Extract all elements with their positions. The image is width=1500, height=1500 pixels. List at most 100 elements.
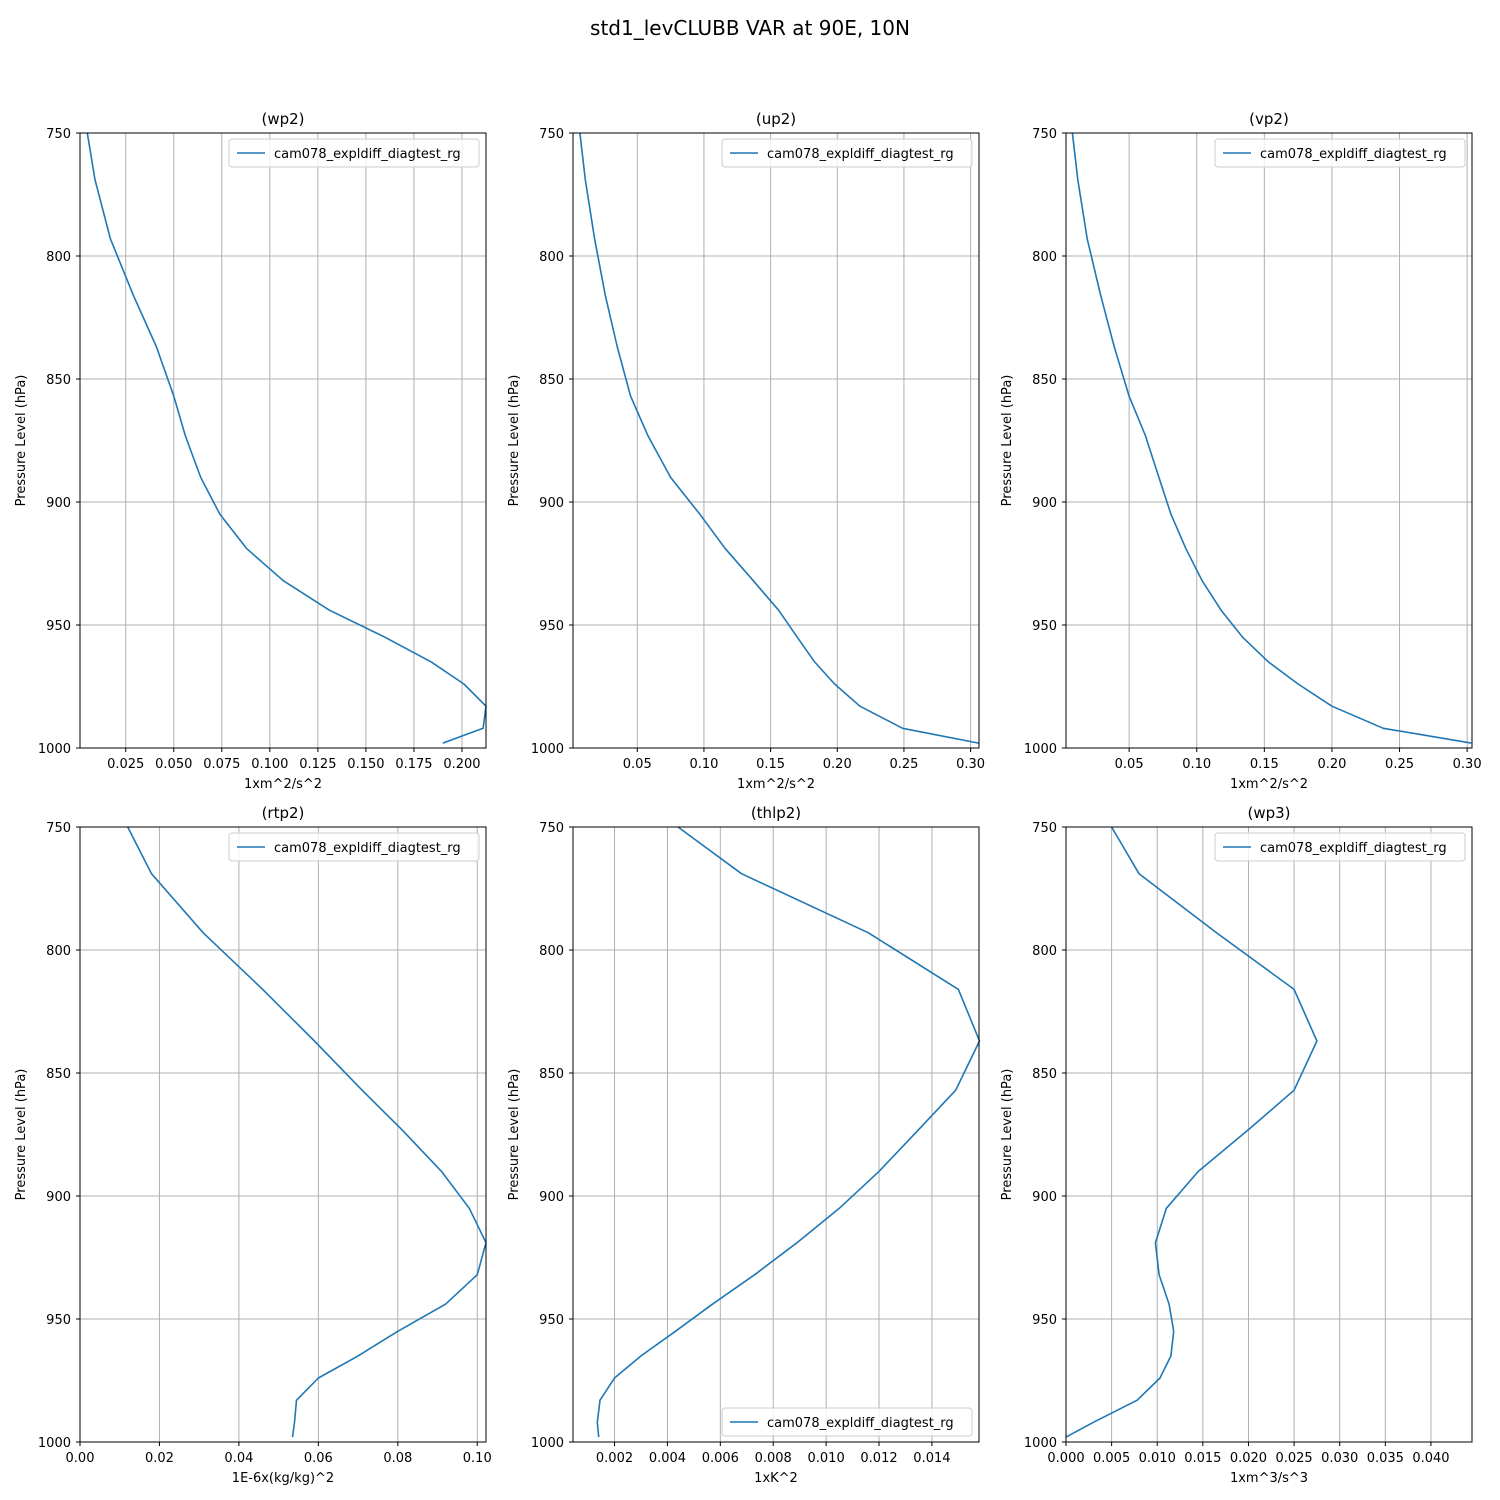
- x-axis-label: 1xK^2: [754, 1471, 798, 1486]
- x-tick-label: 0.015: [1184, 1451, 1221, 1466]
- x-axis-label: 1xm^2/s^2: [1230, 777, 1308, 792]
- x-tick-label: 0.002: [596, 1451, 633, 1466]
- y-tick-label: 900: [539, 496, 564, 511]
- y-tick-label: 900: [1032, 496, 1057, 511]
- x-tick-label: 0.04: [224, 1451, 253, 1466]
- x-tick-label: 0.014: [913, 1451, 950, 1466]
- y-tick-label: 800: [539, 944, 564, 959]
- y-tick-label: 800: [539, 250, 564, 265]
- x-tick-label: 0.025: [1275, 1451, 1312, 1466]
- legend-label: cam078_expldiff_diagtest_rg: [274, 841, 461, 856]
- axes-frame: [1065, 132, 1473, 749]
- series-line-1: [579, 132, 979, 744]
- x-tick-label: 0.000: [1047, 1451, 1084, 1466]
- y-axis-label: Pressure Level (hPa): [507, 1069, 522, 1201]
- y-tick-label: 850: [1032, 373, 1057, 388]
- y-axis-label: Pressure Level (hPa): [1000, 1069, 1015, 1201]
- subplot-title: (wp2): [261, 110, 304, 128]
- x-tick-label: 0.175: [395, 757, 432, 772]
- x-tick-label: 0.005: [1093, 1451, 1130, 1466]
- x-tick-label: 0.004: [649, 1451, 686, 1466]
- y-tick-label: 750: [46, 821, 71, 836]
- subplot-5: 0.002 0.004 0.006 0.008 0.010 0.012 0.014 750 80…: [507, 804, 981, 1486]
- x-tick-label: 0.006: [702, 1451, 739, 1466]
- subplot-title: (rtp2): [262, 804, 305, 822]
- legend: cam078_expldiff_diagtest_rg: [228, 832, 480, 862]
- y-axis-label: Pressure Level (hPa): [507, 375, 522, 507]
- x-tick-label: 0.200: [443, 757, 480, 772]
- y-tick-label: 800: [1032, 944, 1057, 959]
- legend-label: cam078_expldiff_diagtest_rg: [767, 1416, 954, 1431]
- y-tick-label: 850: [46, 1067, 71, 1082]
- x-tick-label: 0.010: [808, 1451, 845, 1466]
- axes-frame: [79, 132, 487, 749]
- series-line-1: [1065, 826, 1318, 1438]
- y-tick-label: 850: [1032, 1067, 1057, 1082]
- x-tick-label: 0.010: [1139, 1451, 1176, 1466]
- x-tick-label: 0.25: [889, 757, 918, 772]
- subplot-title: (up2): [756, 110, 796, 128]
- x-tick-label: 0.035: [1367, 1451, 1404, 1466]
- y-tick-label: 900: [46, 496, 71, 511]
- legend-label: cam078_expldiff_diagtest_rg: [1260, 147, 1447, 162]
- y-tick-label: 1000: [1024, 742, 1057, 757]
- x-tick-label: 0.125: [299, 757, 336, 772]
- legend: cam078_expldiff_diagtest_rg: [228, 138, 480, 168]
- x-axis-label: 1xm^2/s^2: [244, 777, 322, 792]
- y-tick-label: 950: [539, 619, 564, 634]
- y-tick-label: 850: [539, 1067, 564, 1082]
- y-tick-label: 900: [1032, 1190, 1057, 1205]
- y-tick-label: 750: [539, 821, 564, 836]
- x-tick-label: 0.05: [1115, 757, 1144, 772]
- subplot-3: 0.05 0.10 0.15 0.20 0.25 0.30 750 800 850 900 950 1…: [1000, 110, 1482, 792]
- legend-label: cam078_expldiff_diagtest_rg: [1260, 841, 1447, 856]
- series-line-1: [1071, 132, 1472, 744]
- x-tick-label: 0.05: [623, 757, 652, 772]
- series-line-1: [86, 132, 487, 744]
- y-tick-label: 950: [46, 1313, 71, 1328]
- legend-box: [1214, 138, 1466, 168]
- legend-box: [721, 1407, 973, 1437]
- legend: cam078_expldiff_diagtest_rg: [1214, 832, 1466, 862]
- x-tick-label: 0.10: [1182, 757, 1211, 772]
- subplot-title: (vp2): [1249, 110, 1289, 128]
- x-tick-label: 0.25: [1385, 757, 1414, 772]
- y-tick-label: 950: [1032, 1313, 1057, 1328]
- legend: cam078_expldiff_diagtest_rg: [721, 138, 973, 168]
- y-tick-label: 950: [539, 1313, 564, 1328]
- x-tick-label: 0.06: [304, 1451, 333, 1466]
- axes-frame: [572, 132, 980, 749]
- legend-label: cam078_expldiff_diagtest_rg: [274, 147, 461, 162]
- legend-label: cam078_expldiff_diagtest_rg: [767, 147, 954, 162]
- subplot-1: 0.025 0.050 0.075 0.100 0.125 0.150 0.175 0.200…: [14, 110, 487, 792]
- subplot-2: 0.05 0.10 0.15 0.20 0.25 0.30 750 800 850 900 950 1…: [507, 110, 985, 792]
- legend-box: [1214, 832, 1466, 862]
- y-tick-label: 800: [1032, 250, 1057, 265]
- y-tick-label: 900: [46, 1190, 71, 1205]
- y-tick-label: 750: [1032, 127, 1057, 142]
- legend: cam078_expldiff_diagtest_rg: [721, 1407, 973, 1437]
- x-tick-label: 0.10: [689, 757, 718, 772]
- x-tick-label: 0.012: [860, 1451, 897, 1466]
- x-tick-label: 0.040: [1412, 1451, 1449, 1466]
- y-axis-label: Pressure Level (hPa): [14, 375, 29, 507]
- y-axis-label: Pressure Level (hPa): [14, 1069, 29, 1201]
- y-tick-label: 800: [46, 944, 71, 959]
- subplot-6: 0.000 0.005 0.010 0.015 0.020 0.025 0.030 0.035…: [1000, 804, 1473, 1486]
- legend: cam078_expldiff_diagtest_rg: [1214, 138, 1466, 168]
- subplot-title: (thlp2): [751, 804, 801, 822]
- x-axis-label: 1xm^3/s^3: [1230, 1471, 1308, 1486]
- y-tick-label: 1000: [38, 1436, 71, 1451]
- legend-box: [721, 138, 973, 168]
- x-tick-label: 0.150: [347, 757, 384, 772]
- x-tick-label: 0.030: [1321, 1451, 1358, 1466]
- x-tick-label: 0.08: [383, 1451, 412, 1466]
- y-tick-label: 1000: [38, 742, 71, 757]
- subplot-4: 0.00 0.02 0.04 0.06 0.08 0.10 750 800 850 900 950 1…: [14, 804, 492, 1486]
- x-tick-label: 0.15: [1250, 757, 1279, 772]
- legend-box: [228, 832, 480, 862]
- series-line-1: [126, 826, 487, 1438]
- axes-frame: [79, 826, 487, 1443]
- x-tick-label: 0.20: [1317, 757, 1346, 772]
- axes-frame: [572, 826, 980, 1443]
